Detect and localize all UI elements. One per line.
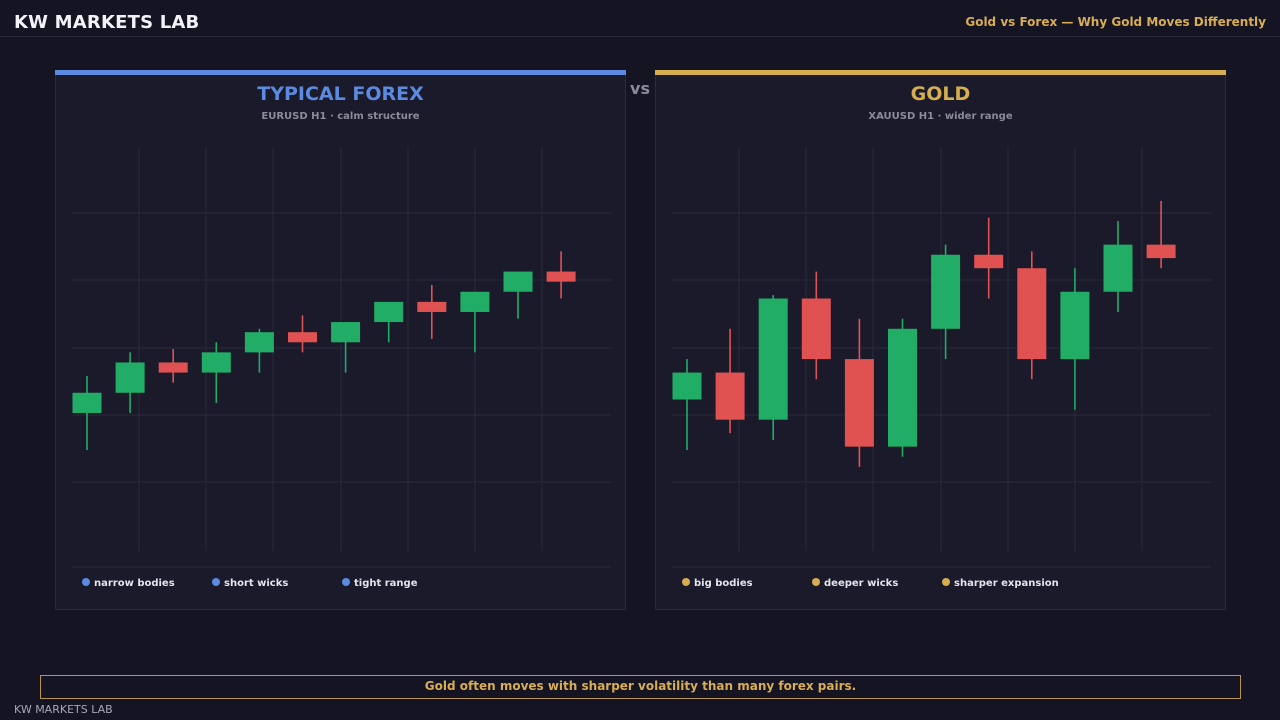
legend-dot-icon [82, 578, 90, 586]
legend-label: tight range [354, 578, 418, 589]
candle-body-bullish [672, 372, 702, 400]
candle-body-bullish [1103, 244, 1133, 292]
candle [288, 315, 317, 353]
candle [460, 291, 490, 353]
legend-label: narrow bodies [94, 578, 175, 589]
candle-body-bearish [546, 271, 576, 282]
candle [331, 322, 361, 373]
candle-body-bullish [758, 298, 788, 420]
gold-legend: big bodies deeper wicks sharper expansio… [682, 578, 1202, 592]
candle [1103, 221, 1133, 312]
gold-legend-item-sharper-expansion: sharper expansion [942, 578, 1059, 589]
candle [374, 301, 404, 343]
candle [503, 271, 533, 319]
forex-legend-item-narrow-bodies: narrow bodies [82, 578, 175, 589]
candle-body-bullish [503, 271, 533, 292]
candle-body-bullish [888, 328, 917, 447]
legend-dot-icon [942, 578, 950, 586]
vs-label: vs [630, 79, 650, 98]
forex-legend-item-tight-range: tight range [342, 578, 418, 589]
candle [158, 349, 188, 383]
gold-candlestick-chart [672, 147, 1211, 568]
candle [1017, 251, 1047, 380]
candle-body-bullish [331, 322, 361, 343]
candle-body-bullish [115, 362, 145, 393]
footer-brand: KW MARKETS LAB [14, 703, 113, 716]
forex-panel: TYPICAL FOREX EURUSD H1 · calm structure… [55, 70, 626, 610]
forex-panel-title: TYPICAL FOREX [257, 83, 424, 105]
candle-body-bearish [844, 359, 874, 447]
candle-body-bullish [374, 301, 404, 323]
candle-body-bearish [1146, 244, 1176, 259]
candle [974, 217, 1004, 299]
gold-legend-item-big-bodies: big bodies [682, 578, 753, 589]
candle [1146, 200, 1176, 269]
legend-dot-icon [682, 578, 690, 586]
candle [546, 251, 576, 299]
brand-title: KW MARKETS LAB [14, 12, 200, 33]
forex-candlestick-chart [72, 147, 611, 568]
candle [244, 328, 274, 373]
candle-body-bearish [1017, 268, 1047, 360]
footer-callout: Gold often moves with sharper volatility… [40, 675, 1241, 699]
candle-body-bullish [72, 392, 102, 413]
candle [672, 359, 702, 450]
candle [72, 375, 102, 450]
candle [931, 244, 961, 360]
candle [201, 342, 231, 403]
candle [417, 285, 447, 339]
candle-body-bearish [158, 362, 188, 373]
candle-body-bearish [288, 332, 317, 343]
legend-label: deeper wicks [824, 578, 899, 589]
top-bar: KW MARKETS LAB Gold vs Forex — Why Gold … [0, 0, 1280, 37]
gold-legend-item-deeper-wicks: deeper wicks [812, 578, 898, 589]
legend-dot-icon [342, 578, 350, 586]
legend-label: sharper expansion [954, 578, 1059, 589]
candle-body-bearish [417, 301, 447, 312]
candle [758, 295, 788, 440]
gold-panel: GOLD XAUUSD H1 · wider range big bodies … [655, 70, 1226, 610]
gold-panel-subtitle: XAUUSD H1 · wider range [868, 111, 1013, 122]
candle-body-bullish [201, 352, 231, 373]
candle [801, 271, 831, 380]
gold-accent-bar [655, 70, 1226, 75]
forex-legend: narrow bodies short wicks tight range [82, 578, 602, 592]
candle-body-bearish [715, 372, 745, 420]
gold-panel-title: GOLD [910, 83, 971, 105]
forex-legend-item-short-wicks: short wicks [212, 578, 288, 589]
candle [844, 318, 874, 467]
candle-body-bullish [460, 291, 490, 312]
candle [888, 318, 917, 457]
candle [1060, 268, 1090, 410]
legend-dot-icon [812, 578, 820, 586]
candle-body-bullish [931, 254, 961, 329]
candle-body-bullish [244, 332, 274, 353]
legend-dot-icon [212, 578, 220, 586]
forex-panel-subtitle: EURUSD H1 · calm structure [261, 111, 420, 122]
candle [115, 352, 145, 413]
candle-body-bullish [1060, 291, 1090, 360]
candle-body-bearish [974, 254, 1004, 269]
legend-label: short wicks [224, 578, 289, 589]
candle [715, 328, 745, 434]
candle-body-bearish [801, 298, 831, 360]
forex-accent-bar [55, 70, 626, 75]
page-title: Gold vs Forex — Why Gold Moves Different… [965, 15, 1266, 29]
legend-label: big bodies [694, 578, 753, 589]
